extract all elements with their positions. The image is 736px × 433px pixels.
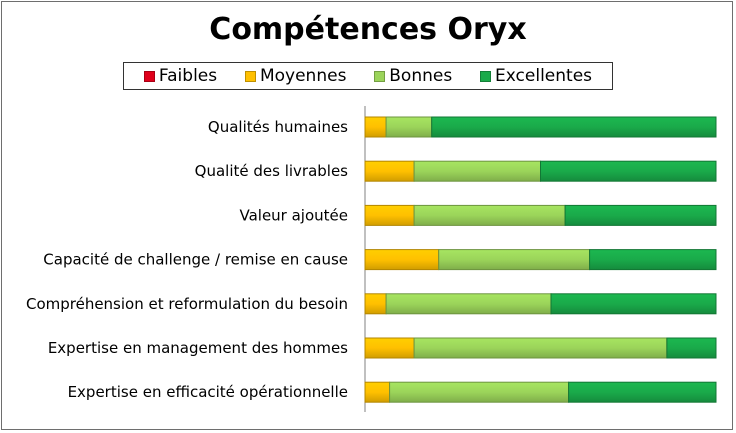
bar-bonnes-qualites-humaines: [385, 116, 433, 138]
bar-moyennes-expertise-en-management-des-hommes: [364, 337, 415, 359]
bar-excellentes-expertise-en-efficacite-operationnelle: [568, 381, 717, 403]
legend-item-moyennes: Moyennes: [244, 66, 347, 86]
bar-bonnes-expertise-en-efficacite-operationnelle: [389, 381, 570, 403]
legend-item-bonnes: Bonnes: [374, 66, 452, 86]
bar-excellentes-comprehension-et-reformulation-du-besoin: [550, 293, 717, 315]
bar-excellentes-valeur-ajoutee: [564, 204, 717, 226]
legend-item-excellentes: Excellentes: [480, 66, 592, 86]
chart-legend: Faibles Moyennes Bonnes Excellentes: [123, 62, 613, 90]
bar-bonnes-capacite-de-challenge-remise-en-cause: [438, 249, 591, 271]
legend-swatch-moyennes: [244, 70, 256, 82]
category-label-expertise-en-efficacite-operationnelle: Expertise en efficacité opérationnelle: [68, 383, 348, 401]
bar-bonnes-comprehension-et-reformulation-du-besoin: [385, 293, 552, 315]
category-label-expertise-en-management-des-hommes: Expertise en management des hommes: [48, 339, 348, 357]
bar-excellentes-capacite-de-challenge-remise-en-cause: [589, 249, 717, 271]
bar-moyennes-capacite-de-challenge-remise-en-cause: [364, 249, 440, 271]
category-label-comprehension-et-reformulation-du-besoin: Compréhension et reformulation du besoin: [26, 295, 348, 313]
category-label-qualites-humaines: Qualités humaines: [208, 118, 348, 136]
bar-excellentes-expertise-en-management-des-hommes: [666, 337, 717, 359]
legend-label-bonnes: Bonnes: [389, 66, 453, 86]
legend-swatch-bonnes: [374, 70, 386, 82]
legend-label-excellentes: Excellentes: [495, 66, 593, 86]
legend-item-faibles: Faibles: [143, 66, 218, 86]
bar-moyennes-comprehension-et-reformulation-du-besoin: [364, 293, 387, 315]
category-label-valeur-ajoutee: Valeur ajoutée: [239, 206, 348, 224]
bar-bonnes-qualite-des-livrables: [413, 160, 542, 182]
bar-moyennes-expertise-en-efficacite-operationnelle: [364, 381, 391, 403]
bar-moyennes-qualite-des-livrables: [364, 160, 415, 182]
legend-label-moyennes: Moyennes: [259, 66, 347, 86]
legend-swatch-faibles: [143, 70, 155, 82]
legend-label-faibles: Faibles: [158, 66, 218, 86]
bar-moyennes-qualites-humaines: [364, 116, 387, 138]
chart-title: Compétences Oryx: [209, 12, 527, 47]
category-label-qualite-des-livrables: Qualité des livrables: [195, 162, 349, 180]
bar-bonnes-expertise-en-management-des-hommes: [413, 337, 668, 359]
legend-swatch-excellentes: [480, 70, 492, 82]
bar-excellentes-qualite-des-livrables: [540, 160, 717, 182]
category-label-capacite-de-challenge-remise-en-cause: Capacité de challenge / remise en cause: [43, 251, 348, 269]
bar-excellentes-qualites-humaines: [431, 116, 717, 138]
bar-bonnes-valeur-ajoutee: [413, 204, 566, 226]
bar-moyennes-valeur-ajoutee: [364, 204, 415, 226]
